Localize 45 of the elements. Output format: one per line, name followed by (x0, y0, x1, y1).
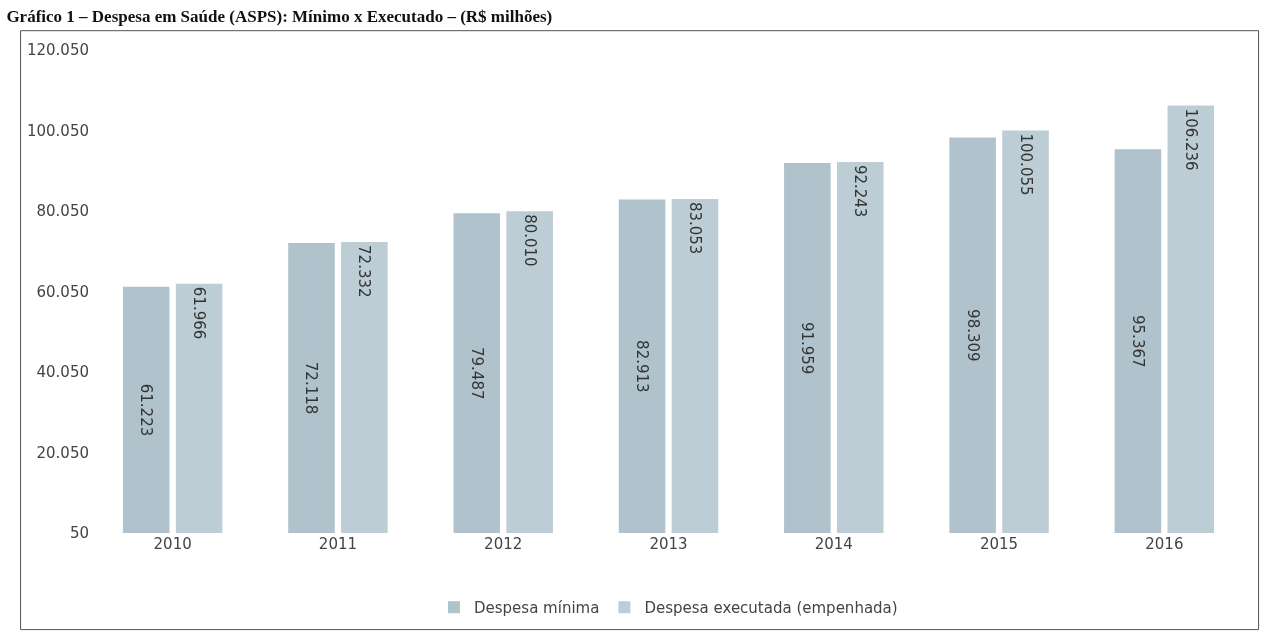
y-tick-label: 40.050 (36, 363, 89, 382)
data-label: 91.959 (798, 321, 817, 375)
data-label: 100.055 (1016, 133, 1035, 196)
data-label: 95.367 (1128, 315, 1147, 368)
bar (671, 198, 719, 533)
bar (122, 286, 170, 533)
y-tick-label: 50 (69, 524, 89, 543)
x-tick-label: 2011 (318, 535, 358, 553)
data-label: 61.966 (190, 286, 209, 340)
data-label: 72.332 (355, 245, 374, 298)
data-label: 92.243 (851, 164, 870, 218)
bar (506, 211, 553, 533)
bar (836, 161, 884, 533)
bar (784, 163, 831, 533)
data-label: 61.223 (137, 383, 156, 437)
bar (341, 242, 388, 533)
bar (1002, 130, 1049, 533)
legend-label: Despesa executada (empenhada) (644, 599, 898, 618)
y-tick-label: 80.050 (36, 202, 89, 221)
bar (288, 242, 335, 533)
y-tick-label: 20.050 (36, 443, 89, 462)
bar (949, 137, 996, 533)
x-tick-label: 2010 (153, 535, 192, 553)
y-tick-label: 120.050 (26, 41, 89, 60)
data-label: 82.913 (633, 340, 652, 393)
data-label: 72.118 (302, 361, 321, 415)
bar (1114, 149, 1162, 533)
x-tick-label: 2015 (979, 535, 1019, 553)
data-label: 80.010 (520, 214, 539, 267)
x-tick-label: 2012 (484, 535, 523, 553)
data-label: 79.487 (467, 346, 486, 400)
x-tick-label: 2013 (649, 535, 688, 553)
data-label: 106.236 (1181, 108, 1200, 171)
y-tick-label: 100.050 (26, 121, 89, 140)
chart-title: Gráfico 1 – Despesa em Saúde (ASPS): Mínimo x Executado – (R$ milhões) (6, 6, 553, 26)
data-label: 83.053 (685, 201, 704, 255)
y-tick-label: 60.050 (36, 282, 89, 301)
bar (175, 283, 223, 533)
bar (618, 199, 666, 533)
bar (1167, 105, 1215, 533)
x-tick-label: 2016 (1145, 535, 1184, 553)
legend-label: Despesa mínima (474, 599, 600, 618)
x-tick-label: 2014 (814, 535, 853, 553)
data-label: 98.309 (963, 309, 982, 362)
bar (453, 213, 501, 533)
